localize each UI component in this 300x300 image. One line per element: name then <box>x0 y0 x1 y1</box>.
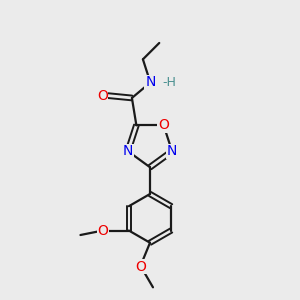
Text: O: O <box>158 118 169 132</box>
Text: O: O <box>97 224 108 238</box>
Text: N: N <box>123 144 133 158</box>
Text: N: N <box>167 144 177 158</box>
Text: O: O <box>135 260 146 274</box>
Text: O: O <box>97 88 108 103</box>
Text: -H: -H <box>163 76 177 89</box>
Text: N: N <box>145 76 155 89</box>
